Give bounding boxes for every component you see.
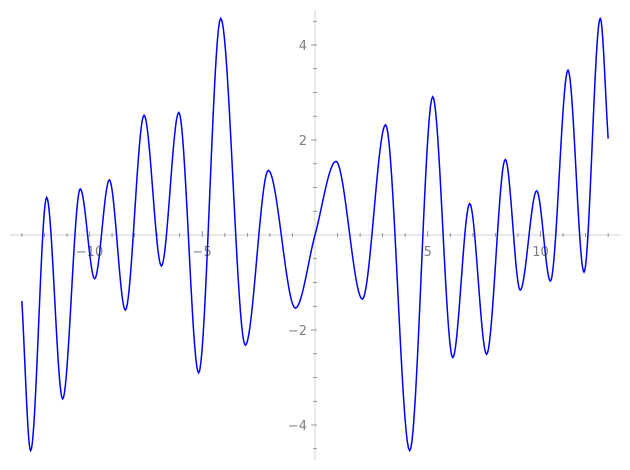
tick-labels: −10 −5 5 10 4 2 −2 −4 — [76, 39, 549, 434]
y-tick-label: 4 — [299, 39, 307, 54]
series-line — [21, 16, 609, 453]
x-tick-label: 5 — [424, 245, 432, 260]
ticks — [21, 20, 609, 450]
x-tick-label: −5 — [193, 245, 212, 260]
y-tick-label: −4 — [288, 419, 307, 434]
y-tick-label: −2 — [288, 324, 307, 339]
y-tick-label: 2 — [299, 134, 307, 149]
